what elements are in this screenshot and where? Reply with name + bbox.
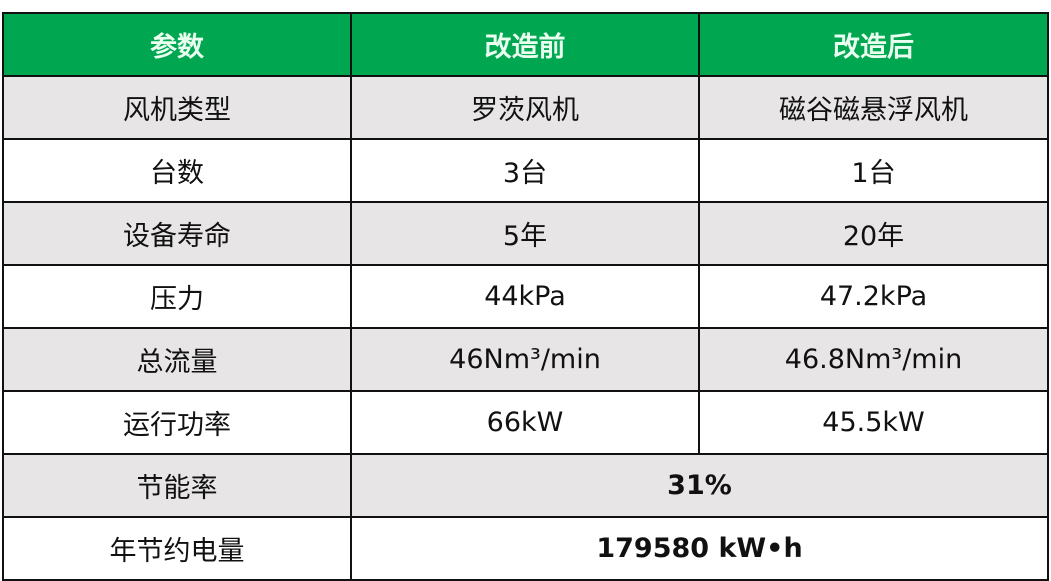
cell: 年节约电量: [2, 516, 352, 581]
header-before: 改造前: [350, 12, 700, 77]
cell: 44kPa: [350, 264, 700, 329]
cell: 台数: [2, 138, 352, 203]
cell: 罗茨风机: [350, 75, 700, 140]
header-row: 参数 改造前 改造后: [2, 12, 1049, 77]
cell: 运行功率: [2, 390, 352, 455]
cell: 3台: [350, 138, 700, 203]
cell: 20年: [698, 201, 1049, 266]
summary-row: 节能率 31%: [2, 453, 1049, 518]
summary-row: 年节约电量 179580 kW•h: [2, 516, 1049, 581]
cell: 节能率: [2, 453, 352, 518]
table-row: 设备寿命 5年 20年: [2, 201, 1049, 266]
table-row: 风机类型 罗茨风机 磁谷磁悬浮风机: [2, 75, 1049, 140]
header-param: 参数: [2, 12, 352, 77]
table-row: 运行功率 66kW 45.5kW: [2, 390, 1049, 455]
energy-saving-rate: 31%: [350, 453, 1049, 518]
table-row: 总流量 46Nm³/min 46.8Nm³/min: [2, 327, 1049, 392]
comparison-table: 参数 改造前 改造后 风机类型 罗茨风机 磁谷磁悬浮风机 台数 3台 1台 设备…: [2, 12, 1049, 581]
cell: 风机类型: [2, 75, 352, 140]
cell: 66kW: [350, 390, 700, 455]
table-row: 压力 44kPa 47.2kPa: [2, 264, 1049, 329]
cell: 47.2kPa: [698, 264, 1049, 329]
cell: 磁谷磁悬浮风机: [698, 75, 1049, 140]
cell: 5年: [350, 201, 700, 266]
header-after: 改造后: [698, 12, 1049, 77]
cell: 46Nm³/min: [350, 327, 700, 392]
cell: 46.8Nm³/min: [698, 327, 1049, 392]
cell: 总流量: [2, 327, 352, 392]
annual-energy-saved: 179580 kW•h: [350, 516, 1049, 581]
cell: 1台: [698, 138, 1049, 203]
cell: 压力: [2, 264, 352, 329]
cell: 45.5kW: [698, 390, 1049, 455]
table-row: 台数 3台 1台: [2, 138, 1049, 203]
cell: 设备寿命: [2, 201, 352, 266]
